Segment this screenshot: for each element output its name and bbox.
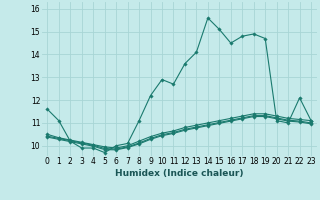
X-axis label: Humidex (Indice chaleur): Humidex (Indice chaleur): [115, 169, 244, 178]
